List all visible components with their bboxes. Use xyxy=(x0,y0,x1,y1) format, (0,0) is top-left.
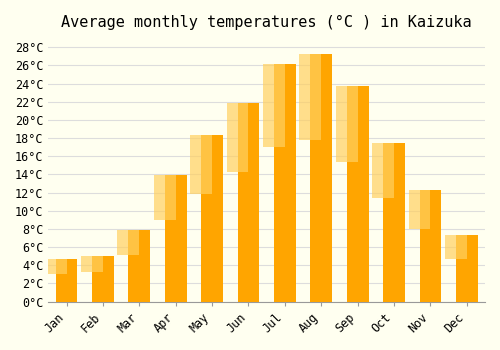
Bar xyxy=(274,64,296,302)
Bar xyxy=(128,230,150,302)
Bar xyxy=(226,103,248,172)
Bar xyxy=(118,230,140,255)
Bar xyxy=(383,143,405,302)
Bar xyxy=(420,190,442,302)
Bar xyxy=(346,86,368,302)
Bar xyxy=(300,54,322,140)
Bar xyxy=(165,175,186,302)
Bar xyxy=(56,259,78,302)
Title: Average monthly temperatures (°C ) in Kaizuka: Average monthly temperatures (°C ) in Ka… xyxy=(62,15,472,30)
Bar xyxy=(372,143,394,198)
Bar xyxy=(92,256,114,302)
Bar xyxy=(310,54,332,302)
Bar xyxy=(263,64,285,147)
Bar xyxy=(81,256,103,272)
Bar xyxy=(154,175,176,219)
Bar xyxy=(336,86,357,162)
Bar xyxy=(408,190,430,229)
Bar xyxy=(456,235,477,302)
Bar xyxy=(238,103,260,302)
Bar xyxy=(201,135,223,302)
Bar xyxy=(445,235,467,259)
Bar xyxy=(44,259,66,274)
Bar xyxy=(190,135,212,194)
